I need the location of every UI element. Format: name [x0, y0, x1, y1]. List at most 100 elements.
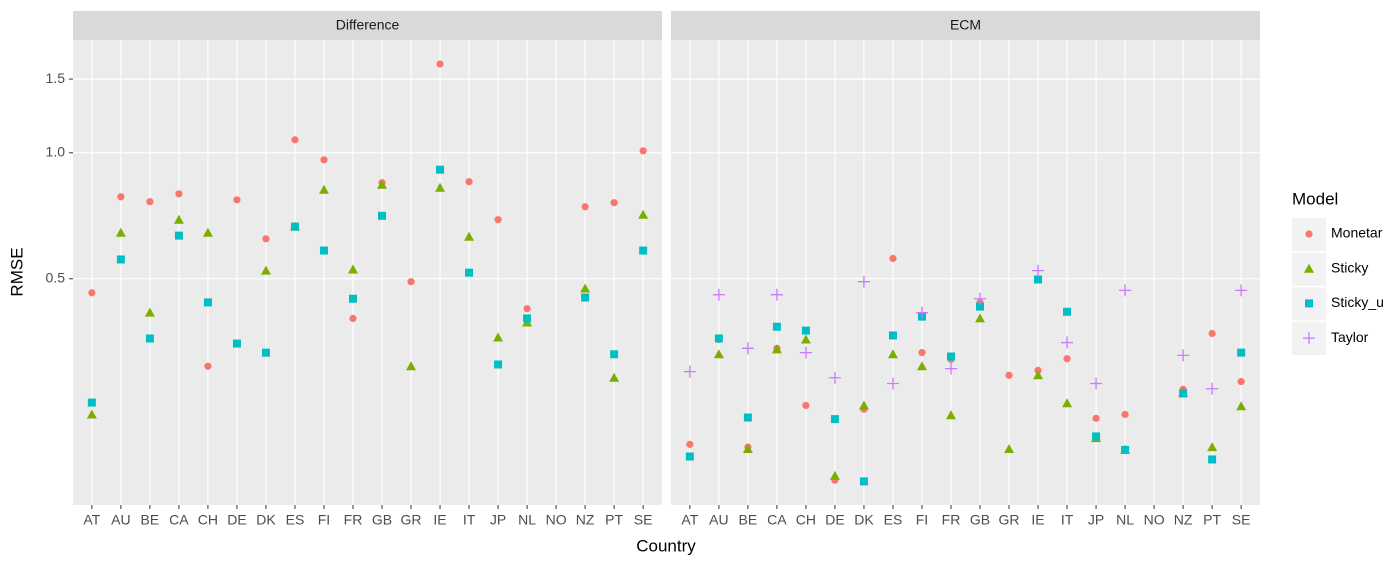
- x-tick-label: GB: [372, 512, 392, 528]
- x-tick-label: DE: [227, 512, 246, 528]
- point: [830, 415, 839, 424]
- x-tick-label: DK: [256, 512, 276, 528]
- x-tick-label: ES: [884, 512, 903, 528]
- point: [1090, 377, 1103, 390]
- point: [976, 302, 985, 311]
- legend-label: Sticky_u: [1331, 294, 1384, 310]
- point: [686, 440, 694, 448]
- point: [318, 184, 329, 194]
- x-tick-label: FI: [318, 512, 330, 528]
- point: [1062, 398, 1073, 408]
- legend-symbol: [1303, 332, 1315, 345]
- legend-title: Model: [1292, 189, 1338, 208]
- x-tick-label: NO: [1144, 512, 1165, 528]
- point: [232, 339, 241, 348]
- x-tick-label: AU: [111, 512, 130, 528]
- x-tick-label: BE: [739, 512, 758, 528]
- point: [144, 307, 155, 317]
- strip-background: [671, 11, 1260, 40]
- point: [714, 334, 723, 343]
- point: [974, 292, 987, 305]
- y-tick-label: 0.5: [46, 269, 66, 285]
- point: [800, 334, 811, 344]
- x-tick-label: PT: [605, 512, 623, 528]
- x-tick-label: CA: [767, 512, 787, 528]
- point: [639, 147, 647, 155]
- y-tick-label: 1.5: [46, 70, 66, 86]
- x-tick-label: NZ: [576, 512, 595, 528]
- point: [580, 283, 591, 293]
- point: [1179, 389, 1188, 398]
- point: [203, 298, 212, 307]
- point: [291, 136, 299, 144]
- x-tick-label: BE: [141, 512, 160, 528]
- point: [1004, 443, 1015, 453]
- point: [261, 348, 270, 357]
- y-axis-label: RMSE: [7, 247, 26, 296]
- point: [889, 254, 897, 263]
- x-tick-label: AT: [83, 512, 100, 528]
- point: [1119, 284, 1132, 297]
- point: [1208, 455, 1217, 464]
- x-tick-label: NL: [518, 512, 536, 528]
- x-tick-label: FI: [916, 512, 928, 528]
- point: [117, 193, 125, 201]
- point: [435, 182, 446, 192]
- point: [319, 246, 328, 255]
- point: [802, 401, 810, 410]
- point: [945, 410, 956, 420]
- point: [175, 190, 183, 198]
- point: [887, 349, 898, 359]
- point: [801, 326, 810, 335]
- point: [1235, 284, 1248, 297]
- point: [685, 452, 694, 461]
- point: [1208, 329, 1216, 338]
- point: [348, 294, 357, 303]
- point: [173, 214, 184, 224]
- point: [233, 196, 241, 204]
- x-tick-label: PT: [1203, 512, 1221, 528]
- point: [1236, 401, 1247, 411]
- point: [1206, 382, 1219, 395]
- x-tick-label: GR: [401, 512, 422, 528]
- point: [743, 413, 752, 422]
- point: [857, 275, 870, 288]
- point: [464, 231, 475, 241]
- strip-background: [73, 11, 662, 40]
- point: [1063, 307, 1072, 316]
- x-tick-label: AT: [681, 512, 698, 528]
- point: [858, 400, 869, 410]
- point: [1063, 355, 1071, 363]
- x-tick-label: IT: [463, 512, 476, 528]
- x-tick-label: DE: [825, 512, 844, 528]
- point: [742, 443, 753, 453]
- x-tick-label: ES: [286, 512, 305, 528]
- point: [888, 331, 897, 340]
- x-tick-label: SE: [634, 512, 653, 528]
- point: [712, 288, 725, 301]
- x-tick-label: CH: [198, 512, 218, 528]
- point: [204, 362, 212, 370]
- point: [859, 477, 868, 486]
- point: [975, 313, 986, 323]
- point: [465, 178, 473, 186]
- legend-symbol: [1304, 263, 1314, 273]
- legend-symbol: [1305, 299, 1313, 308]
- point: [610, 199, 618, 207]
- legend-label: Taylor: [1331, 329, 1369, 345]
- x-tick-label: AU: [709, 512, 728, 528]
- legend-label: Sticky: [1331, 259, 1368, 275]
- point: [886, 377, 899, 390]
- point: [581, 203, 589, 211]
- point: [262, 235, 270, 243]
- point: [260, 265, 271, 275]
- point: [1121, 445, 1130, 454]
- point: [828, 371, 841, 384]
- point: [349, 314, 357, 323]
- point: [1033, 370, 1044, 380]
- point: [799, 346, 812, 359]
- point: [146, 198, 154, 206]
- point: [1237, 348, 1246, 357]
- point: [378, 211, 387, 220]
